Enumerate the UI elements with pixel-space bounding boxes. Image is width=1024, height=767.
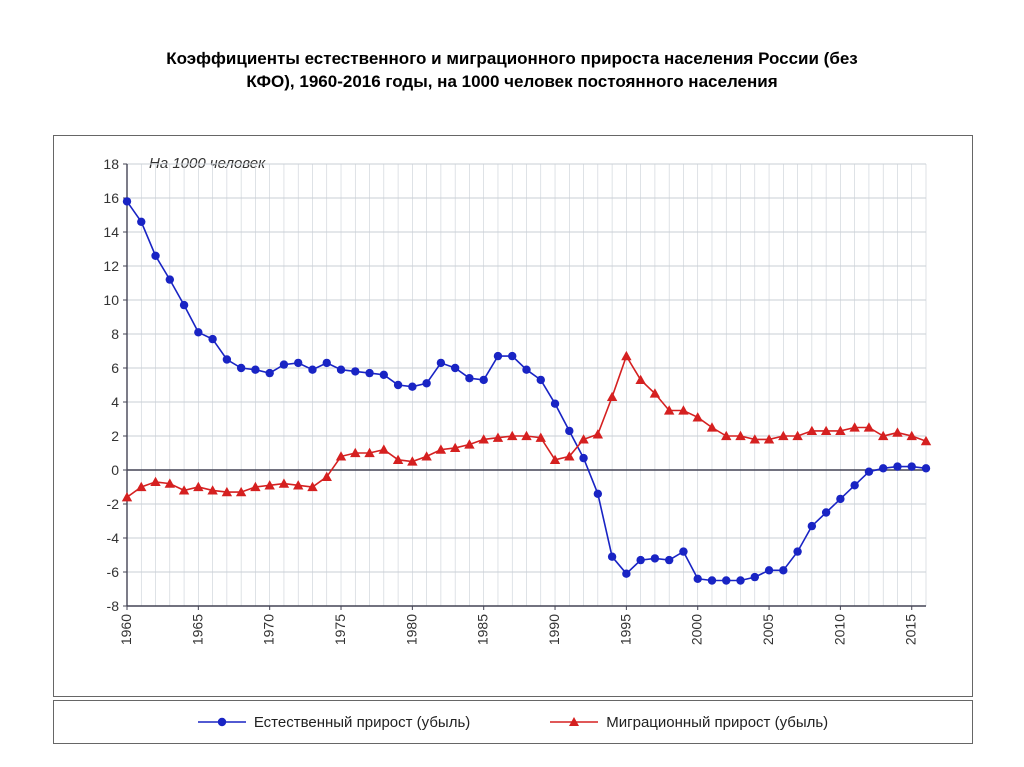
title-line-2: КФО), 1960-2016 годы, на 1000 человек по… — [246, 72, 777, 91]
svg-text:1995: 1995 — [617, 614, 633, 645]
svg-text:2010: 2010 — [831, 614, 847, 645]
chart-plot: На 1000 человек-8-6-4-202468101214161819… — [79, 156, 944, 651]
svg-text:4: 4 — [111, 394, 119, 410]
svg-text:12: 12 — [103, 258, 119, 274]
svg-text:-4: -4 — [107, 530, 120, 546]
svg-text:-6: -6 — [107, 564, 120, 580]
svg-text:0: 0 — [111, 462, 119, 478]
legend-label-migration: Миграционный прирост (убыль) — [606, 714, 828, 731]
svg-text:1960: 1960 — [118, 614, 134, 645]
legend-swatch-natural — [198, 714, 246, 730]
svg-text:2: 2 — [111, 428, 119, 444]
title-line-1: Коэффициенты естественного и миграционно… — [166, 49, 858, 68]
svg-text:8: 8 — [111, 326, 119, 342]
svg-text:1970: 1970 — [261, 614, 277, 645]
svg-text:1975: 1975 — [332, 614, 348, 645]
svg-text:16: 16 — [103, 190, 119, 206]
svg-text:14: 14 — [103, 224, 119, 240]
svg-text:-2: -2 — [107, 496, 120, 512]
svg-text:18: 18 — [103, 156, 119, 172]
svg-text:10: 10 — [103, 292, 119, 308]
svg-text:2015: 2015 — [903, 614, 919, 645]
legend-label-natural: Естественный прирост (убыль) — [254, 714, 470, 731]
svg-text:1980: 1980 — [403, 614, 419, 645]
svg-text:-8: -8 — [107, 598, 120, 614]
svg-text:1965: 1965 — [189, 614, 205, 645]
chart-container: На 1000 человек-8-6-4-202468101214161819… — [53, 135, 973, 697]
chart-title: Коэффициенты естественного и миграционно… — [0, 0, 1024, 104]
legend: Естественный прирост (убыль) Миграционны… — [53, 700, 973, 744]
svg-text:2005: 2005 — [760, 614, 776, 645]
svg-text:6: 6 — [111, 360, 119, 376]
svg-text:2000: 2000 — [689, 614, 705, 645]
legend-item-natural: Естественный прирост (убыль) — [198, 714, 470, 731]
svg-text:1985: 1985 — [475, 614, 491, 645]
svg-text:1990: 1990 — [546, 614, 562, 645]
legend-item-migration: Миграционный прирост (убыль) — [550, 714, 828, 731]
legend-swatch-migration — [550, 714, 598, 730]
